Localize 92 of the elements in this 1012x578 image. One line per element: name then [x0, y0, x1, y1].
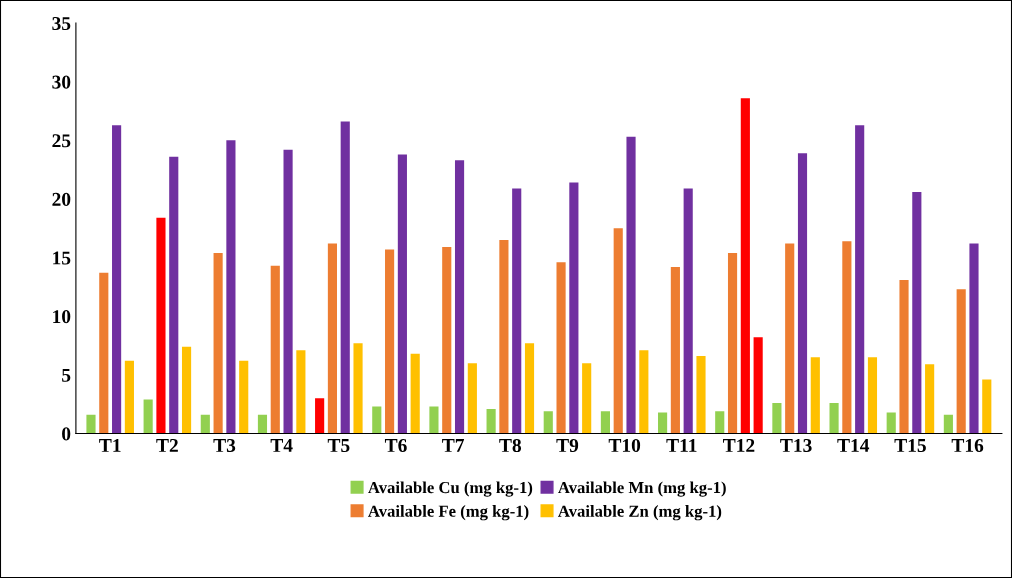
bar [797, 153, 808, 434]
bar [886, 412, 896, 434]
bar [181, 346, 192, 434]
bar [727, 252, 738, 434]
bar [855, 125, 865, 434]
x-tick-label: T11 [666, 439, 697, 452]
bar [613, 228, 623, 434]
bar [385, 249, 395, 434]
bar [639, 350, 649, 434]
bar [524, 343, 535, 434]
bar [239, 360, 249, 434]
legend-label: Available Mn (mg kg-1) [558, 481, 726, 497]
bar [486, 408, 496, 434]
bar [785, 243, 795, 434]
bar [353, 343, 363, 434]
y-tick-label: 35 [52, 16, 71, 31]
bar [156, 217, 166, 434]
bar [124, 360, 134, 434]
y-tick-label: 30 [52, 75, 71, 89]
y-tick-label: 0 [62, 427, 71, 441]
bar [200, 414, 210, 434]
x-tick-label: T16 [951, 438, 984, 453]
bar [283, 149, 293, 434]
bar [226, 140, 236, 434]
bar [270, 265, 280, 434]
x-tick-label: T3 [213, 438, 236, 453]
x-tick-label: T7 [442, 439, 465, 452]
y-tick-label: 10 [53, 310, 71, 324]
x-tick-label: T5 [327, 439, 350, 453]
bar [340, 121, 350, 434]
legend-label: Available Fe (mg kg-1) [368, 505, 529, 521]
bar [810, 357, 820, 434]
bar [626, 136, 636, 434]
x-tick-label: T2 [156, 438, 178, 452]
bar [670, 267, 680, 434]
y-tick-label: 5 [62, 368, 71, 382]
bar [696, 356, 706, 434]
bar [969, 243, 979, 434]
bar [543, 411, 553, 434]
bar [899, 279, 909, 434]
bar [327, 243, 337, 434]
bar [683, 188, 693, 434]
legend-label: Available Cu (mg kg-1) [368, 481, 533, 497]
bar [753, 337, 763, 434]
bar [569, 182, 579, 434]
bar [829, 403, 839, 434]
bar [499, 240, 509, 434]
legend-label: Available Zn (mg kg-1) [558, 505, 722, 521]
bar [912, 191, 922, 434]
x-tick-label: T6 [384, 438, 407, 453]
x-tick-label: T14 [837, 439, 870, 452]
bar [429, 406, 439, 434]
bar [943, 414, 953, 434]
bar [257, 414, 268, 434]
x-tick-label: T15 [894, 439, 926, 453]
bar [658, 412, 668, 434]
bar [99, 272, 109, 434]
bar [169, 156, 179, 434]
bar [867, 357, 878, 434]
bar [715, 411, 725, 434]
bar [86, 414, 96, 434]
y-tick-label: 15 [53, 251, 71, 265]
bar [925, 364, 935, 434]
x-tick-label: T1 [99, 439, 121, 452]
bar [315, 398, 325, 434]
bar [442, 247, 452, 434]
bar [213, 252, 223, 434]
bar [143, 399, 153, 434]
bar [397, 154, 407, 434]
bar [842, 241, 852, 434]
bar [296, 350, 306, 434]
bar [772, 403, 782, 434]
x-tick-label: T13 [780, 438, 812, 453]
x-tick-label: T4 [270, 439, 293, 452]
bar [410, 353, 420, 434]
x-tick-label: T12 [723, 438, 755, 452]
bar [372, 406, 382, 434]
bar [556, 262, 566, 434]
x-tick-label: T9 [556, 438, 579, 453]
y-tick-label: 25 [52, 134, 71, 148]
bar [467, 363, 477, 434]
bar [740, 98, 750, 434]
y-tick-label: 20 [52, 192, 71, 206]
x-tick-label: T8 [499, 438, 522, 453]
bar [956, 289, 966, 434]
bar [582, 363, 592, 434]
bar [982, 379, 992, 434]
bar [112, 125, 122, 434]
x-tick-label: T10 [608, 438, 641, 453]
bar [600, 411, 610, 434]
bar [454, 160, 465, 434]
bar [512, 188, 522, 434]
